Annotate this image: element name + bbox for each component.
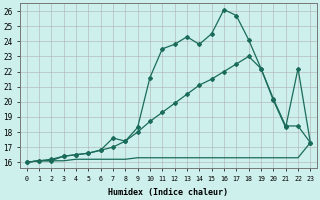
X-axis label: Humidex (Indice chaleur): Humidex (Indice chaleur) (108, 188, 228, 197)
